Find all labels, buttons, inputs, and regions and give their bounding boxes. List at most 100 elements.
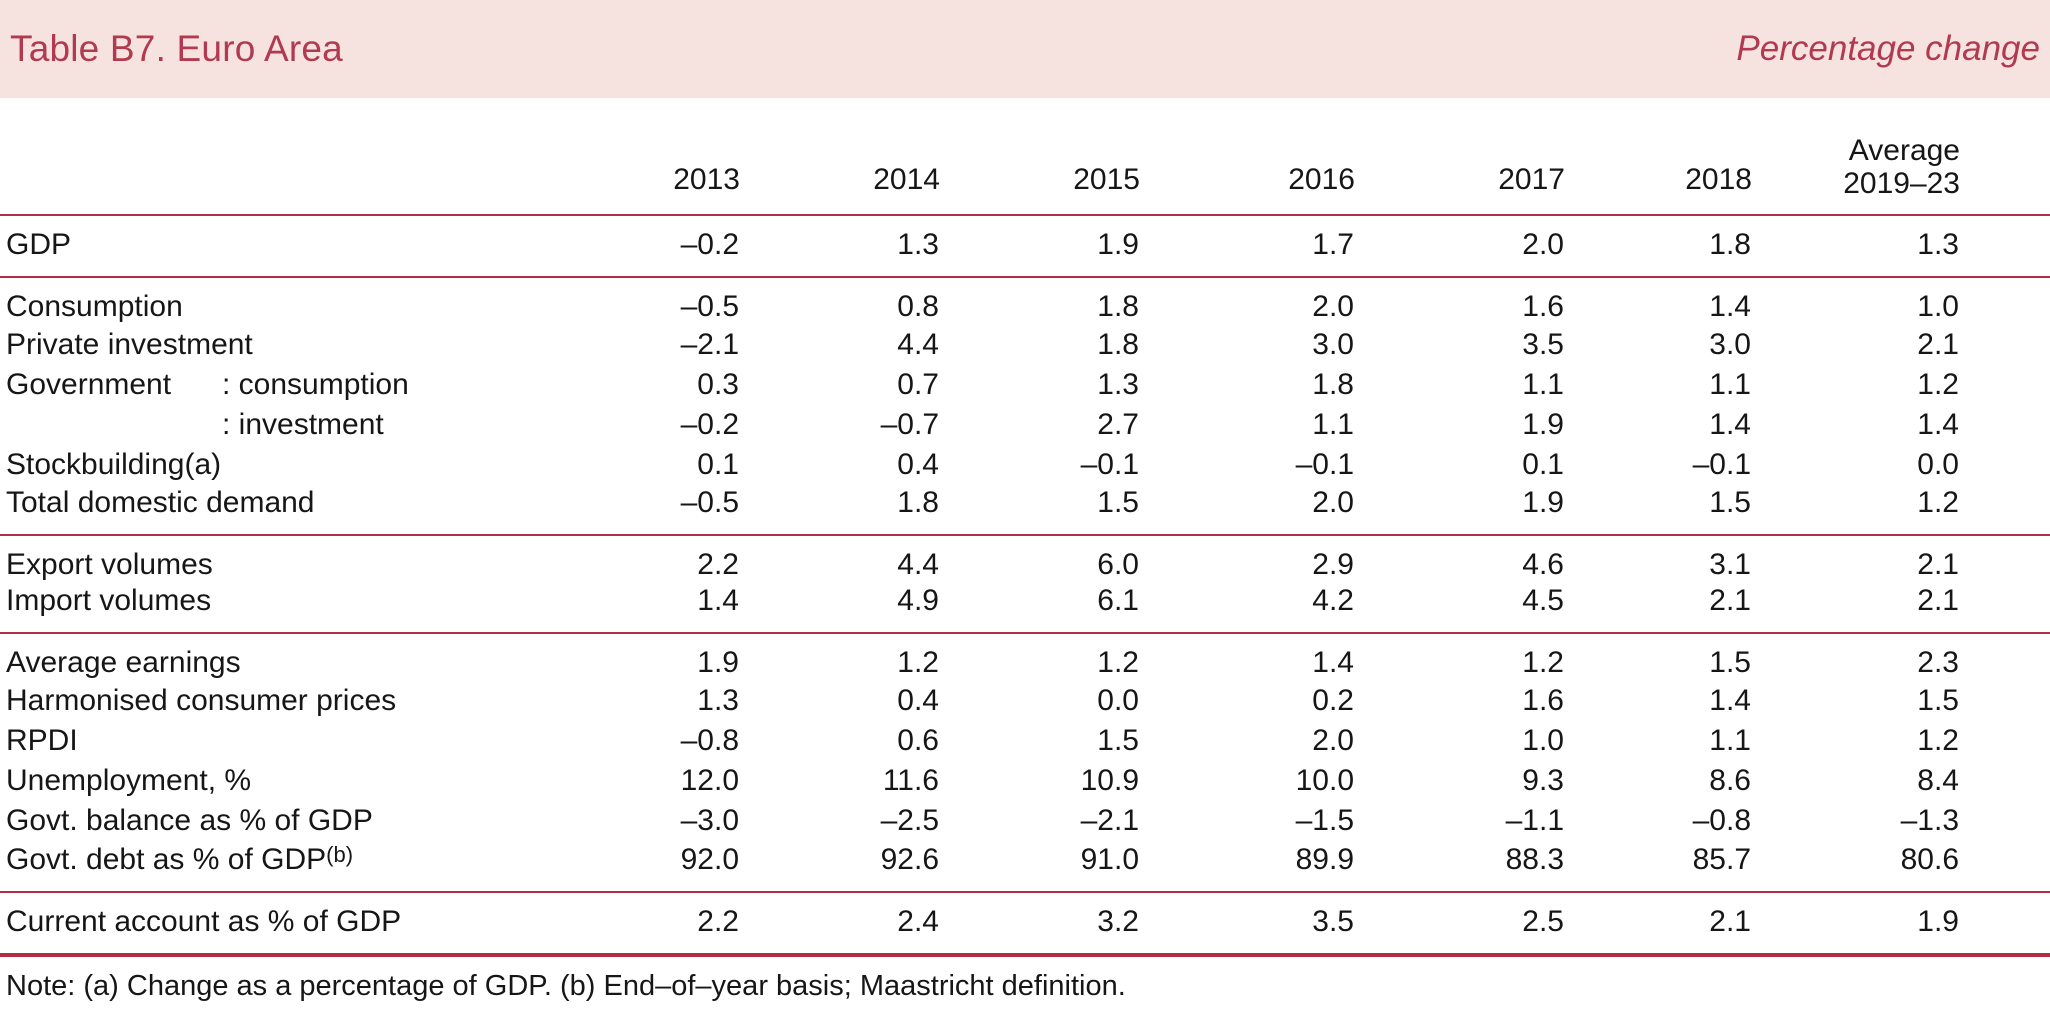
year-header: 2014: [873, 163, 940, 196]
table-row: Consumption –0.5 0.8 1.8 2.0 1.6 1.4 1.0: [0, 277, 2050, 325]
row-label: Current account as % of GDP: [0, 892, 540, 955]
value-cell: 3.0: [1709, 328, 1751, 361]
footnote-marker: (b): [326, 842, 354, 867]
value-cell: 1.4: [697, 584, 739, 617]
value-cell: 2.1: [1917, 548, 1959, 581]
spacer-cell: [1960, 761, 2050, 801]
value-cell: 1.5: [1709, 486, 1751, 519]
table-header: 2013 2014 2015 2016 2017 2018 Average 20…: [0, 98, 2050, 215]
row-label: Total domestic demand: [0, 485, 540, 535]
year-header: 2018: [1685, 163, 1752, 196]
year-header: 2017: [1498, 163, 1565, 196]
value-cell: 1.1: [1709, 368, 1751, 401]
value-cell: 1.2: [1917, 724, 1959, 757]
row-label-text: Consumption: [6, 290, 183, 323]
value-cell: 1.0: [1917, 290, 1959, 323]
table-row: Export volumes 2.2 4.4 6.0 2.9 4.6 3.1 2.1: [0, 535, 2050, 583]
spacer-cell: [1960, 215, 2050, 277]
value-cell: 3.0: [1312, 328, 1354, 361]
value-cell: 0.8: [897, 290, 939, 323]
value-cell: 11.6: [882, 764, 939, 797]
row-label: Unemployment, %: [0, 761, 540, 801]
row-label-text: : consumption: [222, 368, 409, 401]
value-cell: 2.2: [697, 548, 739, 581]
value-cell: 1.8: [1709, 228, 1751, 261]
value-cell: 92.0: [680, 842, 739, 876]
row-label-text: Harmonised consumer prices: [6, 684, 397, 717]
value-cell: 0.1: [697, 448, 739, 481]
value-cell: 2.7: [1097, 408, 1139, 441]
year-header: 2015: [1073, 163, 1140, 196]
row-label: Stockbuilding(a): [0, 445, 540, 485]
spacer-cell: [1960, 681, 2050, 721]
value-cell: –2.1: [680, 328, 739, 361]
value-cell: 1.1: [1312, 408, 1354, 441]
value-cell: 10.9: [1080, 764, 1139, 797]
row-label-text: Govt. balance as % of GDP: [6, 804, 373, 837]
table-row: Private investment –2.1 4.4 1.8 3.0 3.5 3.0 2.1: [0, 325, 2050, 365]
table-row: Total domestic demand –0.5 1.8 1.5 2.0 1.9 1.5…: [0, 485, 2050, 535]
row-label: : investment: [0, 405, 540, 445]
value-cell: –0.1: [1080, 448, 1139, 481]
row-label-text: GDP: [6, 228, 72, 261]
table-row: RPDI –0.8 0.6 1.5 2.0 1.0 1.1 1.2: [0, 721, 2050, 761]
value-cell: 2.4: [897, 905, 939, 938]
table-row: : investment –0.2 –0.7 2.7 1.1 1.9 1.4 1.4: [0, 405, 2050, 445]
row-label-text: Export volumes: [6, 548, 213, 581]
value-cell: –1.5: [1295, 804, 1354, 837]
table-title-bar: Table B7. Euro Area Percentage change: [0, 0, 2050, 98]
value-cell: 2.1: [1709, 584, 1751, 617]
row-label: Harmonised consumer prices: [0, 681, 540, 721]
data-table: 2013 2014 2015 2016 2017 2018 Average 20…: [0, 98, 2050, 957]
table-row: Average earnings 1.9 1.2 1.2 1.4 1.2 1.5 2.3: [0, 633, 2050, 681]
value-cell: 2.3: [1917, 646, 1959, 679]
value-cell: 4.2: [1312, 584, 1354, 617]
value-cell: 1.4: [1917, 408, 1959, 441]
value-cell: 0.6: [897, 724, 939, 757]
value-cell: –0.5: [680, 290, 739, 323]
value-cell: –3.0: [680, 804, 739, 837]
row-label: Government : consumption: [0, 365, 540, 405]
table-section-current-account: Current account as % of GDP 2.2 2.4 3.2 3.5 2…: [0, 892, 2050, 955]
value-cell: 1.5: [1709, 646, 1751, 679]
value-cell: 1.4: [1709, 408, 1751, 441]
table-row: Government: consumption 0.3 0.7 1.3 1.8 1.1 1.…: [0, 365, 2050, 405]
value-cell: 4.5: [1522, 584, 1564, 617]
value-cell: 2.1: [1917, 328, 1959, 361]
value-cell: 0.0: [1097, 684, 1139, 717]
row-label-text: Current account as % of GDP: [6, 905, 402, 938]
spacer-cell: [1960, 633, 2050, 681]
value-cell: 1.7: [1312, 228, 1354, 261]
units-label: Percentage change: [1736, 29, 2040, 68]
value-cell: 4.4: [897, 548, 939, 581]
value-cell: –0.2: [680, 228, 739, 261]
value-cell: 2.2: [697, 905, 739, 938]
value-cell: 1.1: [1709, 724, 1751, 757]
row-label: Govt. balance as % of GDP: [0, 801, 540, 841]
average-header: Average 2019–23: [1752, 98, 1960, 215]
value-cell: –0.8: [680, 724, 739, 757]
table-title: Table B7. Euro Area: [10, 28, 343, 69]
value-cell: 4.4: [897, 328, 939, 361]
value-cell: 3.1: [1709, 548, 1751, 581]
value-cell: –2.1: [1080, 804, 1139, 837]
table-row: Stockbuilding(a) 0.1 0.4 –0.1 –0.1 0.1 –0.1 0.0: [0, 445, 2050, 485]
spacer-cell: [1960, 535, 2050, 583]
value-cell: –1.1: [1505, 804, 1564, 837]
value-cell: 0.2: [1312, 684, 1354, 717]
year-header: 2016: [1288, 163, 1355, 196]
value-cell: 1.2: [1917, 368, 1959, 401]
value-cell: 1.3: [1917, 228, 1959, 261]
value-cell: 6.0: [1097, 548, 1139, 581]
value-cell: 0.1: [1522, 448, 1564, 481]
value-cell: 2.9: [1312, 548, 1354, 581]
value-cell: –0.7: [880, 408, 939, 441]
value-cell: 1.8: [1097, 328, 1139, 361]
row-label-prefix: Government: [6, 368, 172, 401]
row-label-text: RPDI: [6, 724, 78, 757]
value-cell: 1.9: [1917, 905, 1959, 938]
value-cell: 1.4: [1312, 646, 1354, 679]
row-label: Average earnings: [0, 633, 540, 681]
value-cell: 2.1: [1917, 584, 1959, 617]
value-cell: 1.2: [1917, 486, 1959, 519]
